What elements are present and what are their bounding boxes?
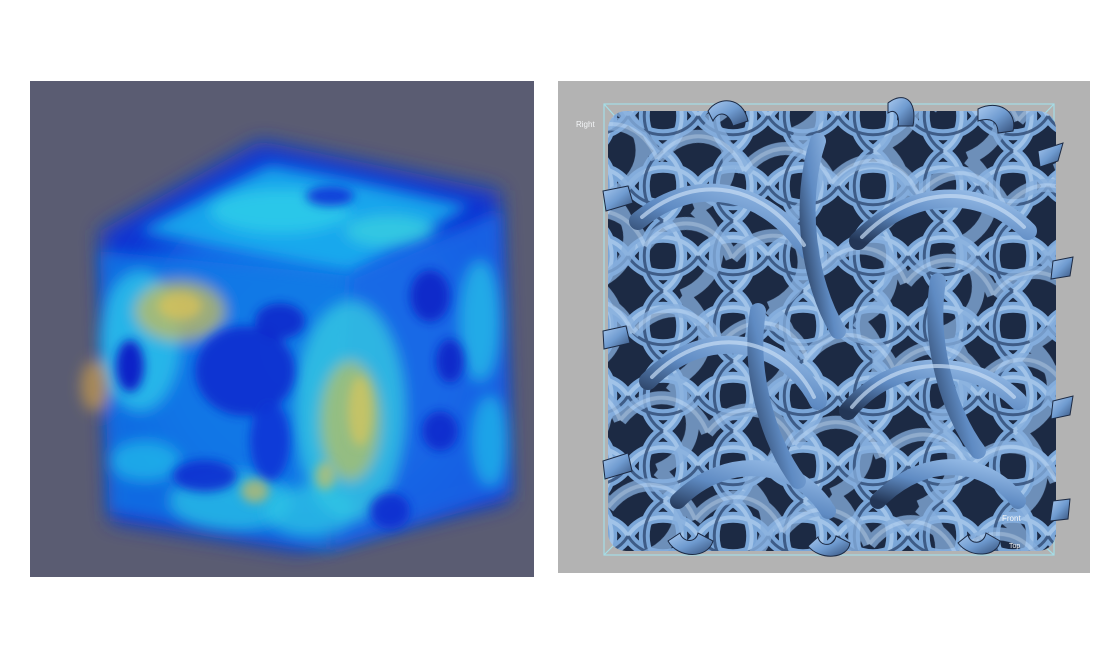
view-label-front: Front <box>1002 514 1021 523</box>
lattice-render-panel: Right Front Top <box>558 81 1090 573</box>
volume-render-image <box>30 81 534 577</box>
volume-render-panel <box>30 81 534 577</box>
lattice-render-image <box>558 81 1090 573</box>
lattice-edge-struts <box>602 97 1074 557</box>
view-label-right: Right <box>576 120 595 129</box>
view-label-top: Top <box>1009 543 1021 550</box>
